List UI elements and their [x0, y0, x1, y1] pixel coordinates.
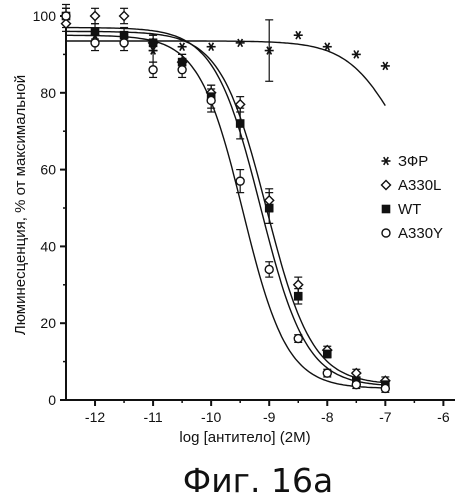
- x-tick-label: -9: [263, 409, 276, 425]
- x-tick-label: -12: [85, 409, 105, 425]
- fit-curves: [66, 28, 385, 388]
- point-circle-open: [149, 66, 157, 74]
- legend-marker-circle-open: [382, 229, 390, 237]
- x-tick-label: -10: [201, 409, 221, 425]
- point-asterisk: [381, 62, 390, 70]
- data-markers: [62, 12, 390, 393]
- point-circle-open: [236, 177, 244, 185]
- point-diamond-open: [120, 12, 129, 21]
- point-square-filled: [149, 39, 157, 47]
- y-axis-title: Люминесценция, % от максимальной: [12, 75, 29, 335]
- point-square-filled: [294, 293, 302, 301]
- y-tick-label: 100: [33, 8, 57, 24]
- legend-label: A330Y: [398, 225, 443, 242]
- legend-marker-diamond-open: [382, 181, 391, 190]
- x-tick-label: -11: [143, 409, 162, 425]
- point-asterisk: [178, 43, 187, 51]
- point-circle-open: [381, 384, 389, 392]
- point-square-filled: [178, 58, 186, 66]
- point-diamond-open: [91, 12, 100, 21]
- legend-marker-asterisk: [382, 157, 391, 165]
- point-circle-open: [207, 96, 215, 104]
- point-circle-open: [323, 369, 331, 377]
- point-circle-open: [352, 381, 360, 389]
- legend-label: ЗФР: [398, 153, 428, 170]
- x-tick-label: -6: [437, 409, 450, 425]
- point-asterisk: [352, 51, 361, 59]
- point-circle-open: [120, 39, 128, 47]
- y-tick-label: 40: [40, 238, 56, 254]
- figure-caption: Фиг. 16а: [183, 461, 333, 500]
- y-tick-label: 0: [48, 392, 56, 408]
- legend-label: A330L: [398, 177, 441, 194]
- fit-curve-3: [66, 35, 385, 388]
- legend-marker-square-filled: [382, 205, 390, 213]
- error-bars: [62, 4, 389, 392]
- point-circle-open: [62, 12, 70, 20]
- point-square-filled: [265, 204, 273, 212]
- point-square-filled: [91, 28, 99, 36]
- point-asterisk: [207, 43, 216, 51]
- point-diamond-open: [265, 196, 274, 205]
- point-square-filled: [323, 350, 331, 358]
- point-circle-open: [91, 39, 99, 47]
- x-tick-label: -7: [379, 409, 392, 425]
- fit-curve-0: [66, 41, 385, 106]
- x-tick-label: -8: [321, 409, 334, 425]
- point-circle-open: [294, 335, 302, 343]
- point-asterisk: [294, 31, 303, 39]
- x-axis-title: log [антитело] (2M): [179, 429, 310, 446]
- legend-label: WT: [398, 201, 421, 218]
- point-asterisk: [236, 39, 245, 47]
- point-diamond-open: [294, 280, 303, 289]
- point-circle-open: [265, 265, 273, 273]
- point-square-filled: [236, 120, 244, 128]
- y-tick-label: 80: [40, 85, 56, 101]
- point-square-filled: [120, 31, 128, 39]
- legend: ЗФР A330L WT A330Y: [382, 153, 444, 242]
- point-circle-open: [178, 66, 186, 74]
- y-tick-label: 60: [40, 162, 56, 178]
- y-tick-label: 20: [40, 315, 56, 331]
- fit-curve-1: [66, 31, 385, 382]
